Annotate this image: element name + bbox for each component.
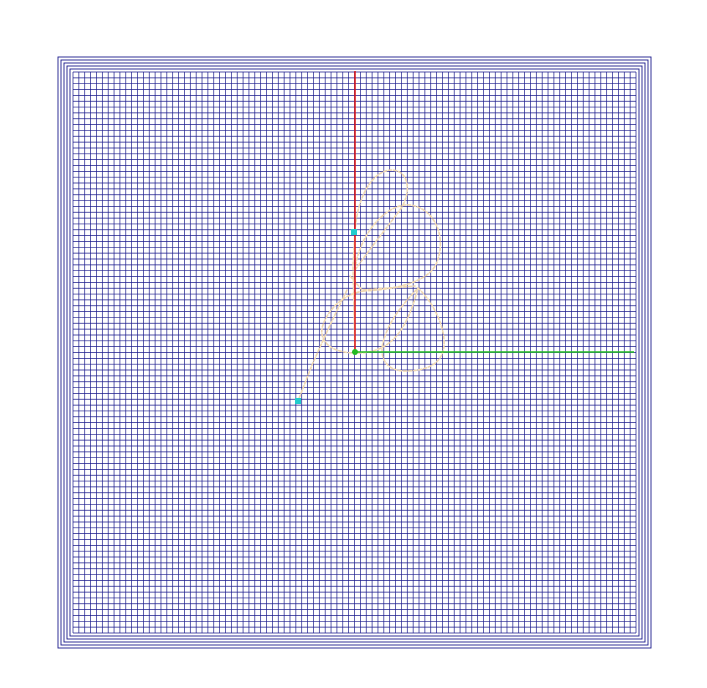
border-frame-line bbox=[60, 59, 649, 646]
curve-tail[interactable] bbox=[297, 289, 348, 402]
border-frame-line bbox=[57, 56, 652, 649]
origin-point[interactable] bbox=[352, 349, 358, 355]
border-frame-line bbox=[69, 68, 640, 637]
curve-lower-right-lobe[interactable] bbox=[381, 287, 445, 372]
border-frame-line bbox=[63, 62, 646, 643]
curve-cross-segment[interactable] bbox=[349, 275, 416, 291]
curve-upper-loop[interactable] bbox=[354, 169, 409, 271]
curve-node-tail[interactable] bbox=[295, 398, 301, 404]
curve-left-lobe[interactable] bbox=[321, 287, 419, 354]
curve-node-top[interactable] bbox=[351, 229, 357, 235]
curve-right-upper-lobe[interactable] bbox=[354, 204, 442, 292]
border-frame-line bbox=[66, 65, 643, 640]
grid-border bbox=[57, 56, 652, 649]
